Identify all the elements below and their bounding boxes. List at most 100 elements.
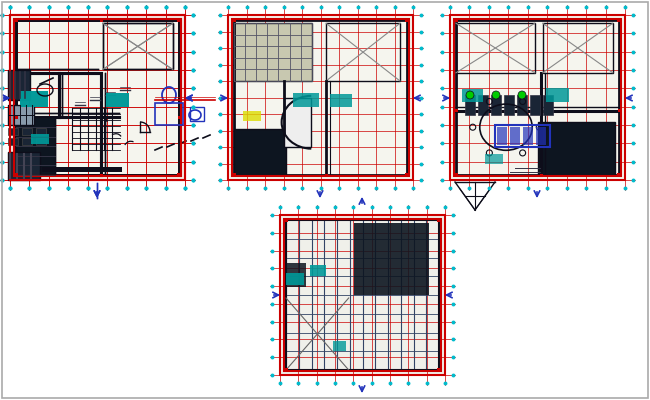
Bar — [36, 138, 46, 145]
Bar — [8, 105, 34, 125]
Bar — [485, 154, 502, 164]
Bar — [10, 15, 185, 180]
Bar — [523, 127, 533, 145]
Bar — [354, 223, 428, 295]
Bar — [10, 15, 185, 180]
Bar — [36, 128, 46, 135]
Bar — [286, 220, 439, 370]
Bar — [232, 173, 236, 177]
Bar — [31, 134, 49, 144]
Bar — [284, 368, 288, 372]
Bar — [228, 15, 413, 180]
Bar — [510, 127, 520, 145]
Circle shape — [466, 91, 474, 99]
Bar — [491, 95, 501, 115]
Bar — [234, 23, 312, 81]
Bar — [14, 173, 18, 177]
Bar — [454, 173, 458, 177]
Bar — [243, 111, 261, 121]
Bar — [177, 173, 181, 177]
Bar — [99, 18, 103, 22]
Circle shape — [518, 91, 526, 99]
Bar — [540, 174, 543, 176]
Bar — [454, 109, 458, 112]
Bar — [14, 173, 18, 177]
Bar — [517, 95, 527, 115]
Bar — [456, 20, 619, 175]
Bar — [8, 128, 18, 135]
Bar — [177, 18, 181, 22]
Bar — [405, 18, 409, 22]
Bar — [617, 18, 621, 22]
Bar — [437, 368, 441, 372]
Bar — [543, 23, 613, 73]
Bar — [495, 125, 550, 147]
Bar — [14, 19, 181, 176]
Bar — [103, 23, 173, 70]
Bar — [31, 134, 49, 144]
Bar — [234, 129, 286, 175]
Bar — [450, 15, 625, 180]
Bar — [177, 18, 181, 22]
Bar — [177, 173, 181, 177]
Bar — [617, 173, 621, 177]
Bar — [405, 173, 409, 177]
Bar — [232, 18, 236, 22]
Bar — [99, 174, 103, 176]
Bar — [618, 109, 621, 112]
Bar — [234, 20, 407, 175]
Bar — [155, 103, 183, 125]
Bar — [280, 215, 445, 375]
Bar — [456, 23, 535, 73]
Bar — [22, 128, 32, 135]
Bar — [324, 174, 328, 176]
Bar — [504, 95, 514, 115]
Bar — [10, 15, 185, 180]
Bar — [190, 107, 204, 121]
Bar — [20, 91, 48, 107]
Bar — [450, 15, 625, 180]
Bar — [14, 18, 18, 22]
Bar — [14, 19, 181, 176]
Bar — [478, 95, 488, 115]
Bar — [530, 95, 540, 115]
Bar — [465, 95, 475, 115]
Bar — [330, 94, 352, 107]
Bar — [16, 20, 179, 175]
Circle shape — [492, 91, 500, 99]
Bar — [16, 117, 55, 175]
Bar — [14, 18, 18, 22]
Bar — [20, 91, 48, 107]
Bar — [536, 127, 546, 145]
Bar — [333, 341, 346, 351]
Bar — [546, 88, 569, 102]
Bar — [286, 263, 306, 287]
Bar — [177, 116, 181, 119]
Bar — [177, 116, 181, 119]
Bar — [42, 167, 122, 172]
Bar — [437, 218, 441, 222]
Bar — [8, 70, 30, 100]
Bar — [543, 95, 553, 115]
Bar — [309, 265, 326, 276]
Bar — [284, 218, 288, 222]
Bar — [16, 20, 179, 175]
Bar — [106, 92, 129, 107]
Bar — [14, 116, 18, 119]
Bar — [8, 138, 18, 145]
Bar — [228, 15, 413, 180]
Bar — [292, 92, 318, 107]
Bar — [538, 122, 614, 175]
Bar — [454, 18, 458, 22]
Bar — [462, 89, 483, 102]
Bar — [280, 215, 445, 375]
Bar — [454, 19, 621, 176]
Bar — [14, 116, 18, 119]
Bar — [99, 18, 103, 22]
Bar — [284, 219, 441, 371]
Bar — [326, 23, 400, 81]
Bar — [8, 152, 40, 180]
Bar — [16, 117, 55, 175]
Bar — [106, 92, 129, 107]
Bar — [497, 127, 507, 145]
